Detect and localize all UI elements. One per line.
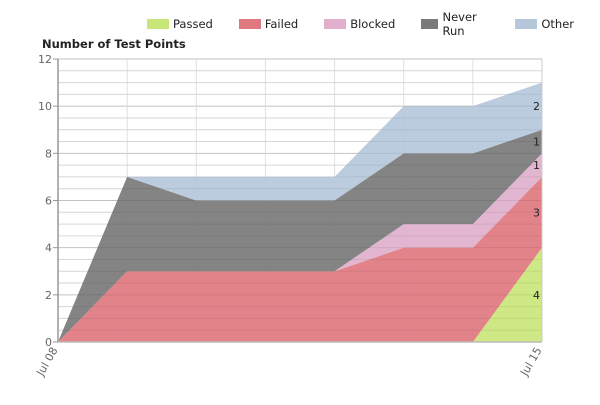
area-blocked (58, 153, 542, 342)
legend-label: Failed (264, 17, 299, 31)
x-tick-label: Jul 08 (33, 345, 60, 379)
x-tick-label: Jul 15 (517, 345, 544, 379)
y-tick-label: 12 (38, 53, 52, 66)
y-tick-label: 10 (38, 100, 52, 113)
y-tick-label: 4 (45, 242, 52, 255)
legend-item-other: Other (515, 17, 574, 31)
legend-label: Never Run (442, 10, 477, 38)
legend-label: Passed (173, 17, 213, 31)
legend-swatch (147, 19, 169, 29)
y-tick-label: 6 (45, 195, 52, 208)
legend-swatch (515, 19, 538, 29)
legend-label: Blocked (350, 17, 396, 31)
chart-title: Number of Test Points (42, 37, 186, 51)
legend-item-blocked: Blocked (324, 17, 395, 31)
y-tick-label: 2 (45, 289, 52, 302)
legend-item-never-run: Never Run (421, 10, 489, 38)
legend-label: Other (541, 17, 574, 31)
data-label: 4 (533, 289, 540, 302)
area-failed (58, 176, 542, 342)
legend-item-passed: Passed (147, 17, 213, 31)
data-label: 3 (533, 206, 540, 219)
y-tick-label: 0 (45, 336, 52, 349)
area-never-run (58, 129, 542, 342)
data-label: 1 (533, 136, 540, 149)
legend-swatch (324, 19, 347, 29)
data-label: 1 (533, 159, 540, 172)
legend-swatch (421, 19, 439, 29)
area-other (58, 82, 542, 342)
chart-legend: Passed Failed Blocked Never Run Other (147, 10, 600, 38)
legend-swatch (238, 19, 261, 29)
y-tick-label: 8 (45, 147, 52, 160)
legend-item-failed: Failed (238, 17, 299, 31)
data-label: 2 (533, 100, 540, 113)
area-passed (58, 247, 542, 342)
